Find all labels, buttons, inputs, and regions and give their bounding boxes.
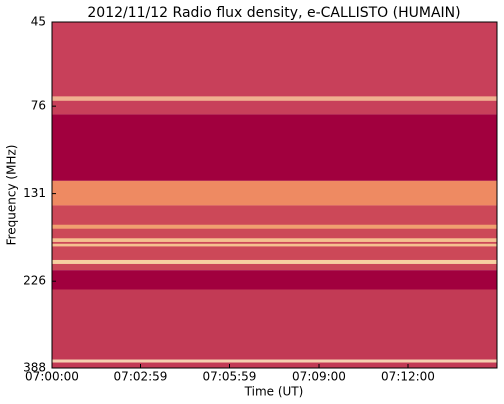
frequency-band — [52, 259, 497, 264]
x-axis-label: Time (UT) — [244, 385, 304, 399]
chart-title: 2012/11/12 Radio flux density, e-CALLIST… — [87, 5, 460, 21]
y-tick-label: 226 — [23, 274, 46, 288]
frequency-band — [52, 243, 497, 247]
frequency-band — [52, 180, 497, 206]
frequency-band — [52, 224, 497, 229]
y-tick-label: 131 — [23, 186, 46, 200]
x-tick-label: 07:00:00 — [25, 370, 79, 384]
frequency-band — [52, 289, 497, 368]
y-tick-label: 76 — [31, 99, 46, 113]
plot-frame — [51, 21, 498, 369]
y-axis-label: Frequency (MHz) — [5, 145, 19, 246]
frequency-band — [52, 270, 497, 290]
y-tick-label: 45 — [31, 15, 46, 29]
x-tick-label: 07:02:59 — [114, 370, 168, 384]
x-tick-label: 07:09:00 — [292, 370, 346, 384]
frequency-band — [52, 96, 497, 101]
frequency-band — [52, 238, 497, 242]
x-tick-label: 07:12:00 — [381, 370, 435, 384]
plot-area — [52, 22, 497, 368]
x-tick-label: 07:05:59 — [203, 370, 257, 384]
frequency-band — [52, 205, 497, 271]
frequency-band — [52, 359, 497, 363]
frequency-band — [52, 114, 497, 181]
y-tick-label: 388 — [23, 361, 46, 375]
